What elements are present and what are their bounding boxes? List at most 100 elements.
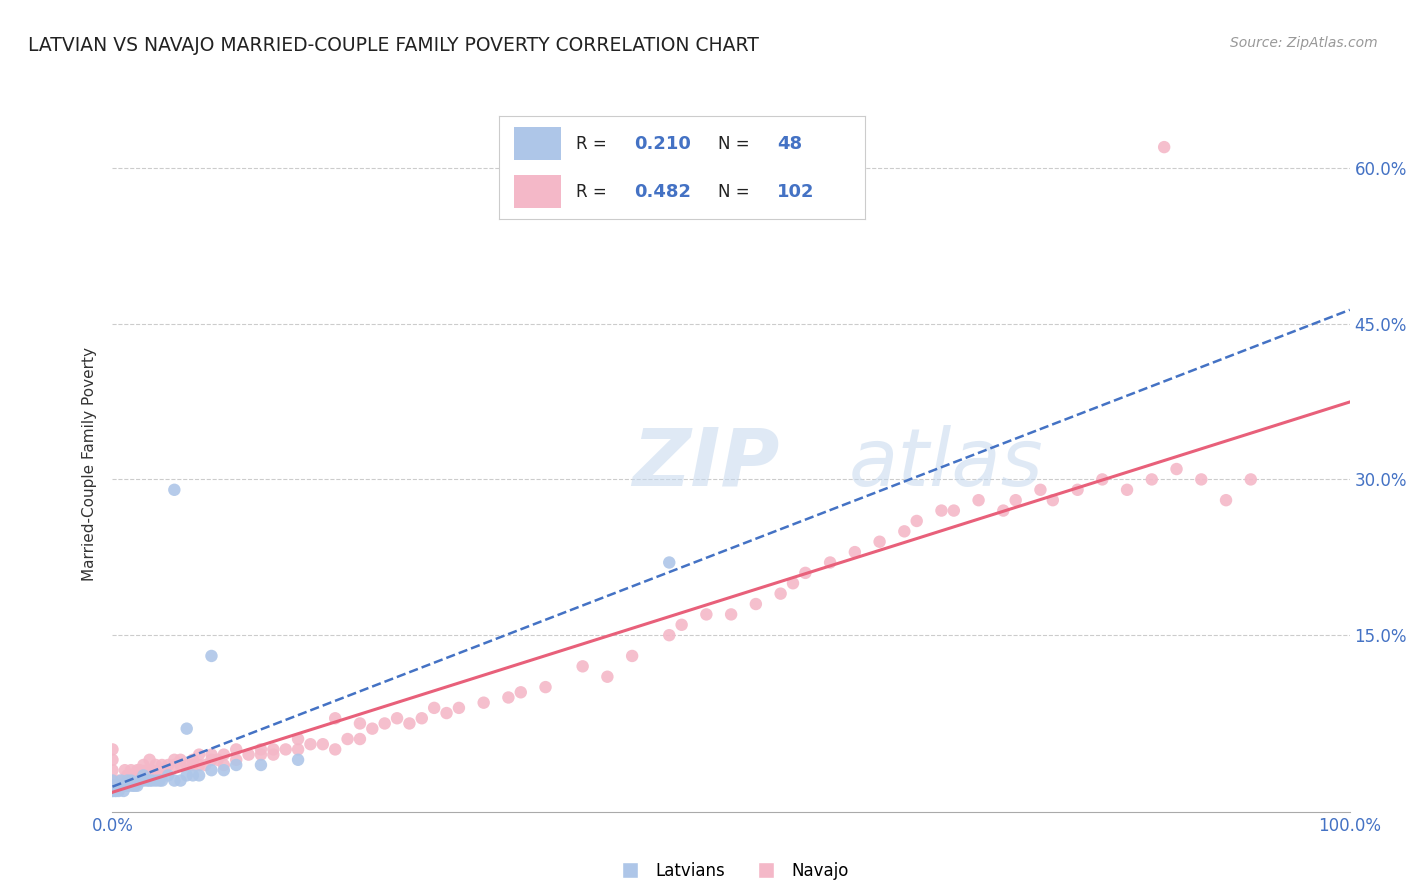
Point [114,779,136,793]
Point [498,690,520,705]
Point [153,763,176,777]
Point [120,763,142,777]
Point [107,773,129,788]
Point [176,722,198,736]
Point [112,784,135,798]
Point [181,768,204,782]
Point [869,534,891,549]
Point [105,784,128,798]
Point [115,779,138,793]
Text: 48: 48 [778,135,801,153]
Point [225,742,247,756]
Point [1116,483,1139,497]
Point [145,773,167,788]
Point [127,779,149,793]
Point [472,696,495,710]
Point [169,758,191,772]
Point [225,753,247,767]
Point [323,711,346,725]
Point [101,779,124,793]
Point [931,503,953,517]
Point [658,556,681,570]
Point [138,753,160,767]
FancyBboxPatch shape [513,176,561,208]
Point [101,773,124,788]
Text: R =: R = [576,183,612,201]
Text: R =: R = [576,135,612,153]
Point [596,670,619,684]
Point [207,753,229,767]
Text: Source: ZipAtlas.com: Source: ZipAtlas.com [1230,36,1378,50]
Point [212,763,235,777]
Point [145,758,167,772]
Point [225,758,247,772]
Point [212,758,235,772]
Point [138,773,160,788]
Point [157,758,180,772]
Point [349,716,371,731]
Point [1066,483,1088,497]
Point [150,758,173,772]
Point [188,768,211,782]
Point [101,773,124,788]
Point [101,779,124,793]
Point [169,753,191,767]
Point [101,784,124,798]
Point [720,607,742,622]
Point [176,758,198,772]
Point [163,758,186,772]
Point [262,747,284,762]
Point [534,680,557,694]
Point [374,716,396,731]
Point [128,763,150,777]
Point [114,773,136,788]
Point [818,556,841,570]
FancyBboxPatch shape [513,128,561,160]
Point [117,768,139,782]
Point [398,716,420,731]
Point [769,587,792,601]
Point [104,784,127,798]
Point [274,742,297,756]
Point [287,742,309,756]
Point [148,773,170,788]
Point [1140,472,1163,486]
Point [108,779,131,793]
Point [111,779,134,793]
Point [101,763,124,777]
Text: N =: N = [718,183,755,201]
Point [1153,140,1175,154]
Point [101,742,124,756]
Point [150,763,173,777]
Point [132,773,155,788]
Text: 0.210: 0.210 [634,135,692,153]
Point [658,628,681,642]
Point [782,576,804,591]
Point [163,753,186,767]
Point [1240,472,1263,486]
Point [423,701,446,715]
Point [893,524,915,539]
Text: 102: 102 [778,183,814,201]
Point [104,779,127,793]
Point [287,753,309,767]
Point [200,747,222,762]
Point [150,773,173,788]
Point [1004,493,1026,508]
Point [1215,493,1237,508]
Point [124,773,146,788]
Point [169,773,191,788]
Point [361,722,384,736]
Point [141,763,163,777]
Point [128,773,150,788]
Y-axis label: Married-Couple Family Poverty: Married-Couple Family Poverty [82,347,97,581]
Point [509,685,531,699]
Point [250,758,273,772]
Point [287,732,309,747]
Point [967,493,990,508]
Point [127,763,149,777]
Point [110,779,132,793]
Point [312,737,335,751]
Point [163,483,186,497]
Point [250,747,273,762]
